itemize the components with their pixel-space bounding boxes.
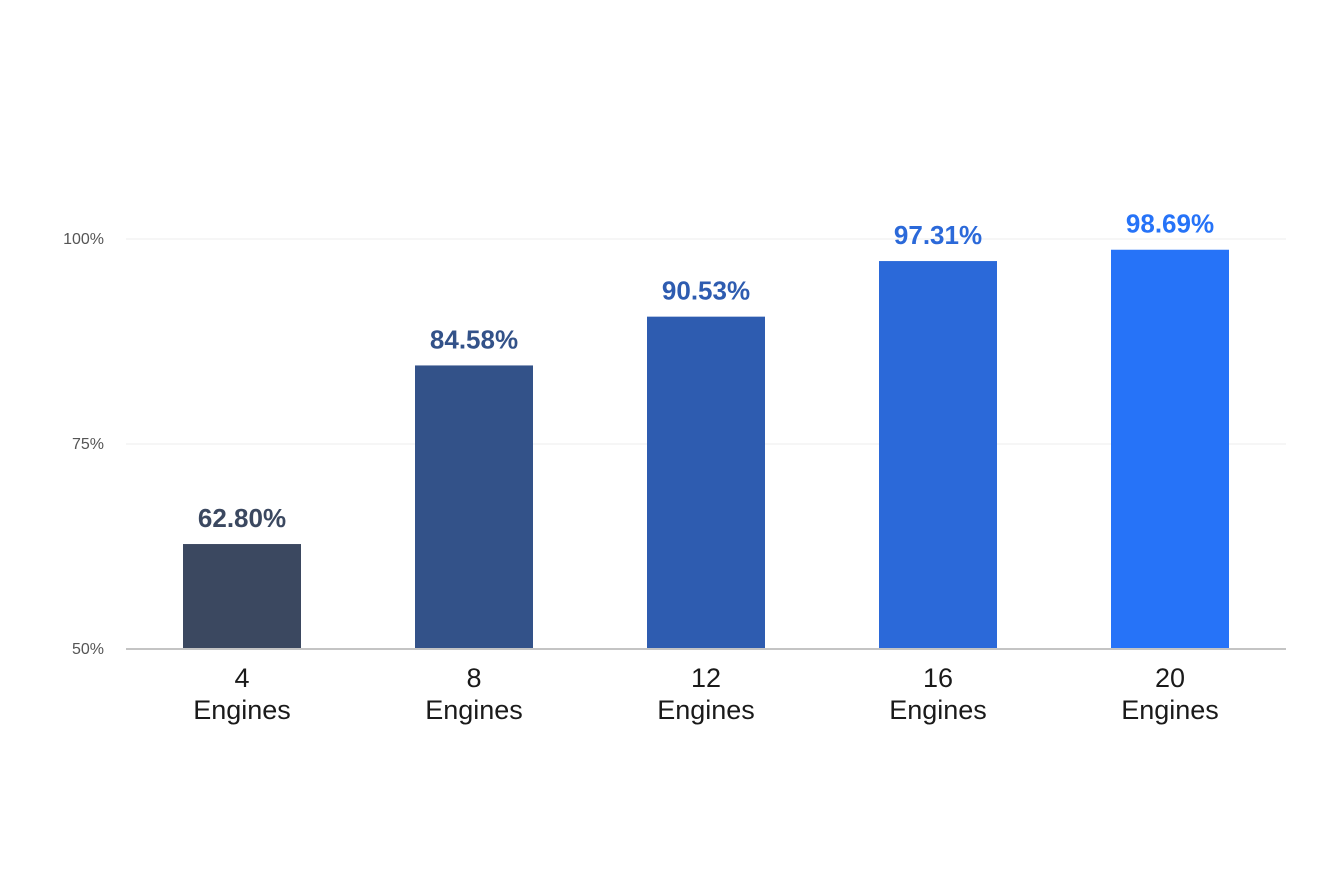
- y-tick-label: 75%: [72, 436, 104, 453]
- x-category-label: 12 Engines: [657, 663, 755, 725]
- bar-value-label: 98.69%: [1126, 209, 1214, 239]
- x-category-label: 4 Engines: [193, 663, 291, 725]
- bar: [415, 365, 533, 649]
- bar: [647, 316, 765, 649]
- bars: [183, 249, 1229, 649]
- bar: [879, 261, 997, 649]
- bar-value-label: 62.80%: [198, 503, 286, 533]
- x-axis-categories: 4 Engines 8 Engines 12 Engines 16 Engines 20 Engi…: [193, 663, 1219, 725]
- bar: [183, 544, 301, 649]
- y-axis-ticks: 50% 75% 100%: [63, 231, 104, 658]
- x-category-label: 20 Engines: [1121, 663, 1219, 725]
- bar: [1111, 249, 1229, 649]
- bar-value-label: 90.53%: [662, 276, 750, 306]
- bar-value-label: 97.31%: [894, 220, 982, 250]
- x-category-label: 8 Engines: [425, 663, 523, 725]
- bar-value-label: 84.58%: [430, 324, 518, 354]
- y-tick-label: 50%: [72, 641, 104, 658]
- value-labels: 62.80% 84.58% 90.53% 97.31% 98.69%: [198, 209, 1214, 533]
- y-tick-label: 100%: [63, 231, 104, 248]
- x-category-label: 16 Engines: [889, 663, 987, 725]
